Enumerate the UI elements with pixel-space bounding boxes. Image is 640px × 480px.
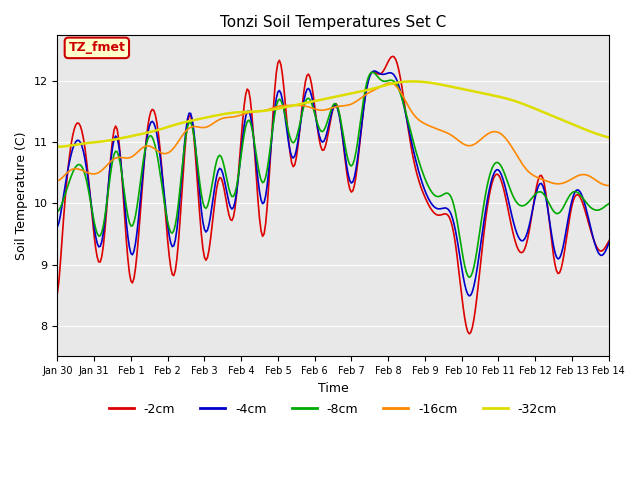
-8cm (369, 69, 377, 75)
-4cm (371, 68, 378, 74)
-32cm (464, 87, 472, 93)
-8cm (106, 179, 113, 184)
-2cm (464, 329, 472, 335)
-32cm (67, 143, 75, 148)
Line: -16cm: -16cm (58, 83, 640, 186)
X-axis label: Time: Time (317, 382, 348, 395)
-4cm (445, 208, 453, 214)
-2cm (106, 170, 113, 176)
-32cm (409, 79, 417, 84)
-16cm (296, 103, 303, 108)
-16cm (106, 160, 113, 166)
-32cm (54, 144, 61, 150)
-4cm (67, 151, 75, 157)
-4cm (464, 291, 472, 297)
Legend: -2cm, -4cm, -8cm, -16cm, -32cm: -2cm, -4cm, -8cm, -16cm, -32cm (104, 398, 562, 420)
-2cm (296, 131, 303, 137)
-16cm (386, 80, 394, 86)
-16cm (54, 178, 61, 184)
-4cm (465, 293, 473, 299)
-2cm (465, 331, 473, 336)
Text: TZ_fmet: TZ_fmet (68, 41, 125, 54)
-16cm (364, 90, 372, 96)
-2cm (445, 215, 453, 220)
-8cm (465, 275, 473, 280)
-16cm (67, 167, 75, 173)
-2cm (54, 290, 61, 296)
-2cm (389, 53, 397, 59)
-2cm (67, 141, 75, 147)
Title: Tonzi Soil Temperatures Set C: Tonzi Soil Temperatures Set C (220, 15, 446, 30)
-2cm (364, 77, 372, 83)
Line: -4cm: -4cm (58, 71, 640, 296)
-4cm (364, 79, 372, 84)
-32cm (445, 84, 453, 89)
Line: -2cm: -2cm (58, 56, 640, 334)
Line: -32cm: -32cm (58, 82, 640, 147)
-8cm (464, 273, 472, 279)
-8cm (67, 173, 75, 179)
-32cm (106, 137, 113, 143)
-4cm (296, 129, 303, 135)
-16cm (606, 183, 614, 189)
Line: -8cm: -8cm (58, 72, 640, 277)
-32cm (364, 87, 372, 93)
-4cm (54, 224, 61, 229)
-32cm (296, 101, 303, 107)
-8cm (54, 209, 61, 215)
-4cm (106, 171, 113, 177)
-8cm (296, 123, 303, 129)
-16cm (464, 143, 472, 148)
-8cm (445, 192, 453, 197)
-8cm (364, 75, 372, 81)
Y-axis label: Soil Temperature (C): Soil Temperature (C) (15, 132, 28, 260)
-16cm (445, 131, 453, 137)
